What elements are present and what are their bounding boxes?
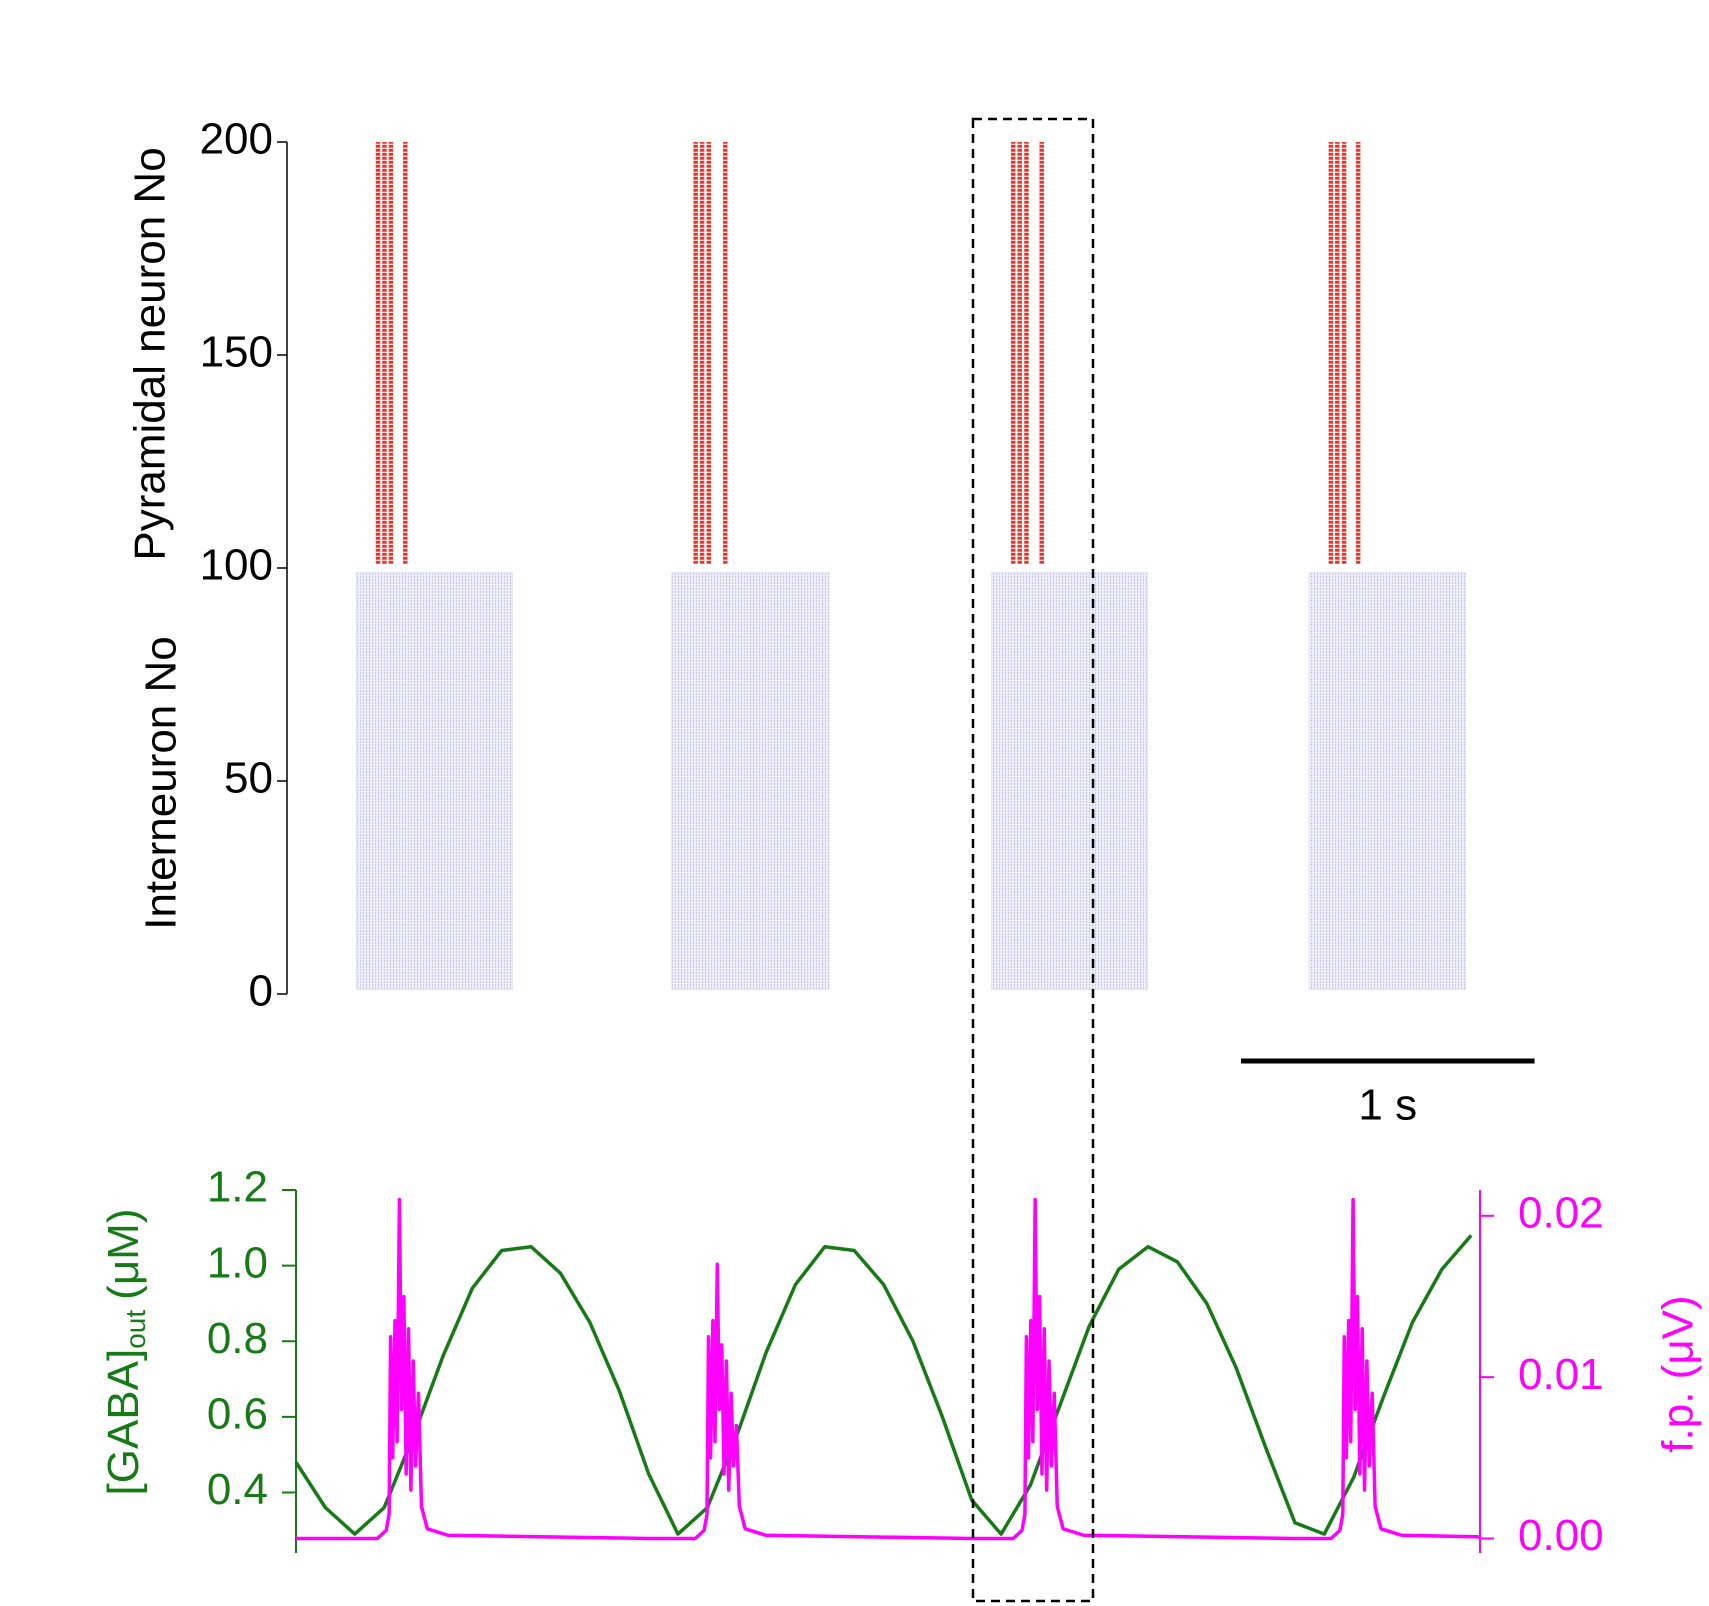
y-tick-label: 50: [224, 754, 273, 803]
interneuron-spikes: [990, 572, 1149, 990]
y2-tick-label: 0.02: [1518, 1188, 1604, 1237]
series-line: [294, 1234, 1473, 1536]
label-unit: (μM): [99, 1209, 148, 1300]
interneuron-spikes: [355, 572, 513, 990]
label-text: [GABA]: [99, 1349, 148, 1496]
y-tick-label: 0: [249, 967, 273, 1016]
y2-tick-label: 0.01: [1518, 1350, 1604, 1399]
y-axis-label: Interneuron No: [137, 636, 186, 930]
y-axis-label: [GABA]out (μM): [99, 1209, 152, 1496]
y-axis-label: Pyramidal neuron No: [126, 147, 175, 560]
y-tick-label: 1.0: [207, 1238, 268, 1287]
interneuron-spikes: [1308, 572, 1466, 990]
series-line: [296, 1197, 1481, 1541]
y-tick-label: 1.2: [207, 1163, 268, 1212]
y-tick-label: 150: [200, 328, 273, 377]
y-tick-label: 200: [200, 115, 273, 164]
y-tick-label: 100: [200, 541, 273, 590]
highlight-box: [971, 117, 1095, 1603]
scale-bar-label: 1 s: [1358, 1081, 1417, 1130]
y-tick-label: 0.4: [207, 1465, 268, 1514]
y-tick-label: 0.6: [207, 1390, 268, 1439]
y-tick-label: 0.8: [207, 1314, 268, 1363]
interneuron-spikes: [671, 572, 830, 990]
y2-tick-label: 0.00: [1518, 1511, 1604, 1560]
label-subscript: out: [120, 1310, 151, 1349]
y2-axis-label: f.p. (μV): [1654, 1295, 1703, 1452]
